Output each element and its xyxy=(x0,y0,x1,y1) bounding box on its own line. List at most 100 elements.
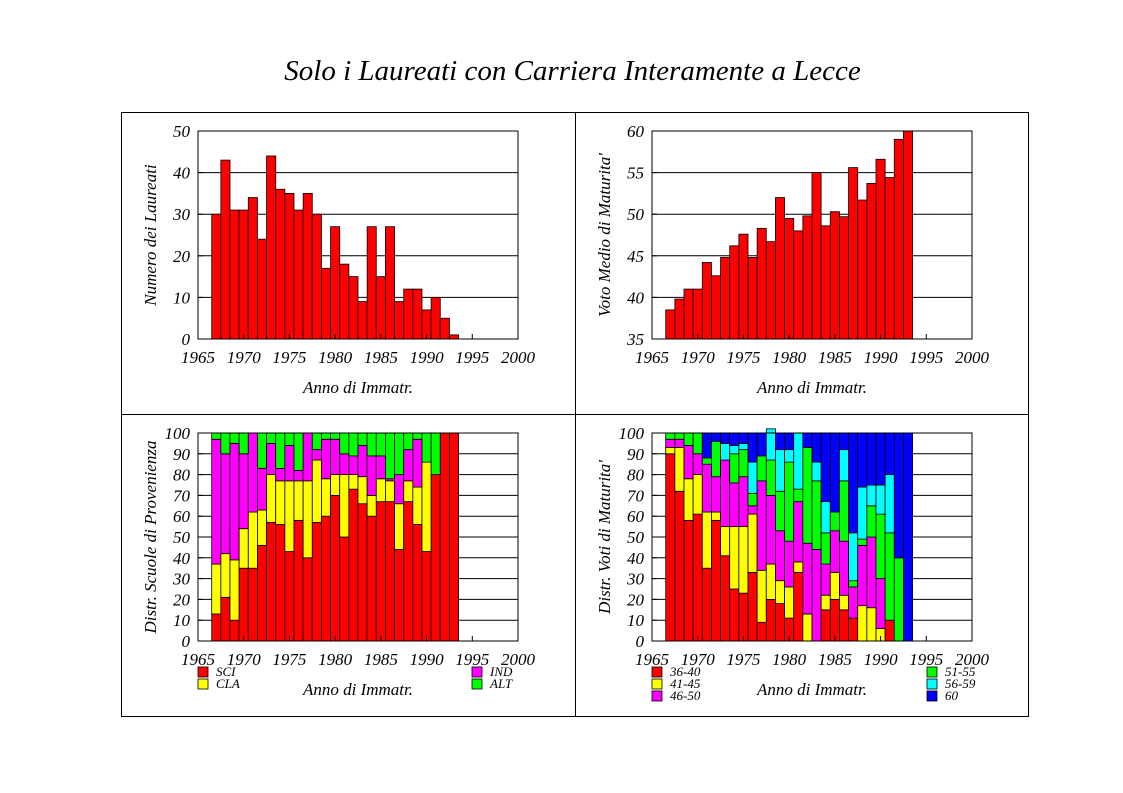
bar-1970 xyxy=(692,288,703,340)
bar-1977 xyxy=(756,227,767,340)
bar-cla-1977 xyxy=(302,480,313,559)
bar-51-55-1970 xyxy=(692,432,703,455)
bar-51-55-1968 xyxy=(674,432,685,440)
bar-1981 xyxy=(339,263,350,340)
legend-label: 41-45 xyxy=(670,676,701,691)
bar-41-45-1981 xyxy=(793,561,804,573)
bar-1969 xyxy=(683,288,694,340)
bar-46-50-1977 xyxy=(756,480,767,571)
x-tick-label: 1995 xyxy=(909,348,943,367)
bar-alt-1988 xyxy=(403,432,414,451)
x-tick-label: 1990 xyxy=(864,348,899,367)
bar-36-40-1968 xyxy=(674,490,685,642)
bar-1991 xyxy=(884,177,895,340)
bar-51-55-1969 xyxy=(683,432,694,446)
bar-cla-1967 xyxy=(211,563,222,615)
bar-1976 xyxy=(293,209,304,340)
bar-alt-1984 xyxy=(366,432,377,457)
bar-60-1980 xyxy=(784,432,795,451)
bar-1971 xyxy=(701,262,712,340)
bar-36-40-1981 xyxy=(793,571,804,642)
bar-cla-1970 xyxy=(238,528,249,569)
legend-label: 51-55 xyxy=(945,664,976,679)
bar-51-55-1982 xyxy=(802,447,813,544)
bar-41-45-1982 xyxy=(802,613,813,642)
y-tick-label: 70 xyxy=(627,486,645,505)
y-tick-label: 60 xyxy=(627,122,645,141)
bar-41-45-1985 xyxy=(829,571,840,600)
bar-1981 xyxy=(793,230,804,340)
x-axis-label: Anno di Immatr. xyxy=(756,378,867,397)
legend-swatch xyxy=(651,690,663,702)
bar-56-59-1975 xyxy=(738,442,749,451)
bar-41-45-1978 xyxy=(765,563,776,600)
bar-ind-1971 xyxy=(247,432,258,513)
bar-41-45-1970 xyxy=(692,474,703,515)
bar-41-45-1984 xyxy=(820,594,831,611)
bar-sci-1969 xyxy=(229,619,240,642)
bar-ind-1987 xyxy=(394,474,405,505)
bar-1985 xyxy=(375,276,386,340)
bar-1992 xyxy=(439,317,450,340)
bar-46-50-1972 xyxy=(711,476,721,513)
bar-ind-1972 xyxy=(257,467,267,511)
y-tick-label: 40 xyxy=(173,549,191,568)
bar-sci-1982 xyxy=(348,488,359,642)
bar-ind-1980 xyxy=(330,438,341,475)
bar-36-40-1991 xyxy=(884,619,895,642)
y-tick-label: 50 xyxy=(173,528,191,547)
bar-1967 xyxy=(665,309,676,340)
bar-60-1987 xyxy=(848,432,859,534)
bar-60-1983 xyxy=(811,432,822,463)
legend-label: CLA xyxy=(216,676,240,691)
bar-sci-1972 xyxy=(257,544,267,642)
bar-1984 xyxy=(366,226,377,340)
bar-60-1976 xyxy=(747,432,758,463)
bar-46-50-1967 xyxy=(665,438,676,448)
bar-1969 xyxy=(229,209,240,340)
y-axis-label: Distr. Voti di Maturita' xyxy=(595,460,614,615)
bar-60-1974 xyxy=(729,432,740,446)
bar-56-59-1984 xyxy=(820,501,831,534)
y-tick-label: 30 xyxy=(626,570,645,589)
bar-46-50-1986 xyxy=(839,540,849,596)
legend-label: 36-40 xyxy=(669,664,701,679)
bar-1978 xyxy=(311,213,322,340)
bar-cla-1985 xyxy=(375,478,386,503)
bar-sci-1980 xyxy=(330,494,341,642)
bar-alt-1978 xyxy=(311,432,322,451)
x-tick-label: 1970 xyxy=(227,650,262,669)
x-tick-label: 1985 xyxy=(818,650,852,669)
bar-51-55-1976 xyxy=(747,492,758,507)
bar-41-45-1986 xyxy=(839,594,849,611)
legend-swatch xyxy=(471,678,483,690)
bar-56-59-1987 xyxy=(848,532,859,582)
x-tick-label: 1985 xyxy=(364,650,398,669)
bar-41-45-1989 xyxy=(866,607,877,642)
bar-sci-1987 xyxy=(394,549,405,642)
bar-ind-1984 xyxy=(366,455,377,496)
bar-sci-1989 xyxy=(412,524,423,642)
bar-cla-1988 xyxy=(403,480,414,503)
bar-sci-1967 xyxy=(211,613,222,642)
bar-sci-1977 xyxy=(302,557,313,642)
bar-cla-1983 xyxy=(357,476,368,505)
bar-51-55-1975 xyxy=(738,449,749,478)
y-tick-label: 55 xyxy=(627,164,644,183)
bar-1974 xyxy=(729,245,740,340)
bar-alt-1983 xyxy=(357,432,368,446)
bar-alt-1989 xyxy=(412,432,423,440)
bar-60-1972 xyxy=(711,432,721,442)
x-tick-label: 2000 xyxy=(501,650,536,669)
y-tick-label: 90 xyxy=(627,445,645,464)
bar-1984 xyxy=(820,225,831,340)
x-tick-label: 1965 xyxy=(635,650,669,669)
bar-1986 xyxy=(839,216,849,340)
bar-sci-1993 xyxy=(449,432,459,642)
bar-1979 xyxy=(321,267,331,340)
bar-1989 xyxy=(412,288,423,340)
bar-alt-1990 xyxy=(421,432,432,463)
legend-swatch xyxy=(471,666,483,678)
bar-51-55-1977 xyxy=(756,455,767,482)
